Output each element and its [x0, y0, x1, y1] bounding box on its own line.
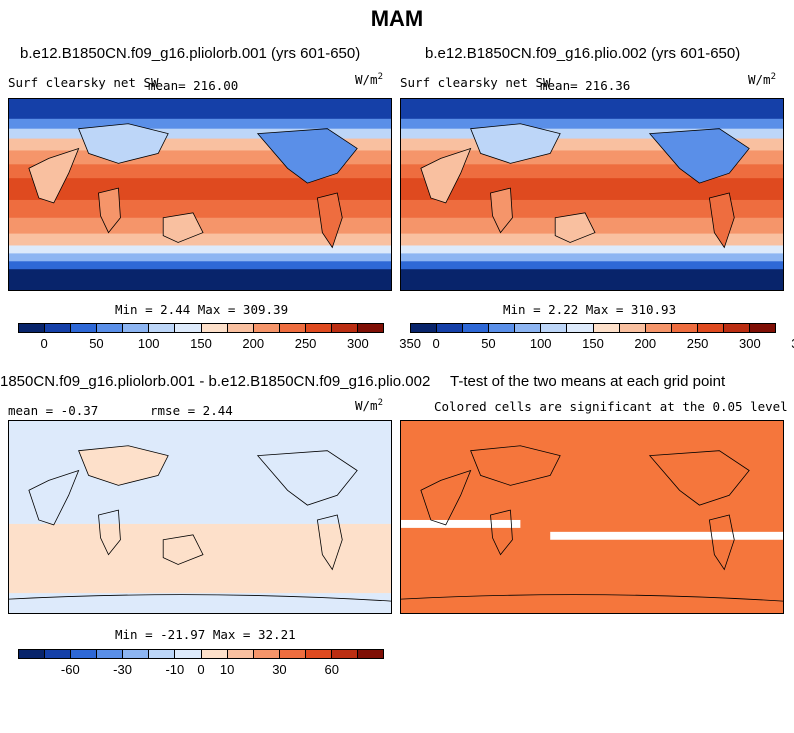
- panel2-colorbar-tick-label: 300: [738, 336, 761, 351]
- panel1-colorbar-swatch: [201, 324, 228, 332]
- panel1-units: W/m2: [355, 72, 383, 88]
- panel3-colorbar-swatch: [45, 650, 72, 658]
- panel1-colorbar-swatch: [175, 324, 202, 332]
- panel2-colorbar-swatch: [463, 324, 490, 332]
- panel1-colorbar-swatch: [97, 324, 124, 332]
- panel3-colorbar-tick-label: -10: [165, 662, 185, 677]
- panel1-colorbar-swatch: [279, 324, 306, 332]
- panel2-colorbar-swatch: [723, 324, 751, 332]
- panel3-colorbar-swatch: [279, 650, 306, 658]
- panel2-variable-label: Surf clearsky net SW: [400, 75, 551, 90]
- panel2-colorbar: [410, 323, 776, 333]
- panel3-colorbar-swatch: [201, 650, 228, 658]
- panel2-colorbar-swatch: [750, 324, 776, 332]
- panel3-colorbar-swatch: [253, 650, 280, 658]
- panel1-colorbar-tick-label: 300: [346, 336, 369, 351]
- panel2-colorbar-swatch: [593, 324, 620, 332]
- panel3-mean: mean = -0.37: [8, 403, 99, 418]
- panel2-colorbar-swatch: [619, 324, 646, 332]
- panel1-colorbar-swatch: [358, 324, 384, 332]
- panel1-colorbar-tick-label: 50: [89, 336, 104, 351]
- panel3-colorbar-tick-label: 60: [324, 662, 339, 677]
- panel2-colorbar-swatch: [437, 324, 464, 332]
- panel2-map-svg: [401, 99, 783, 290]
- panel3-colorbar-swatch: [149, 650, 176, 658]
- panel3-colorbar-swatch: [19, 650, 46, 658]
- panel3-colorbar-swatch: [331, 650, 359, 658]
- panel1-colorbar-swatch: [253, 324, 280, 332]
- panel4-subtitle: Colored cells are significant at the 0.0…: [434, 399, 788, 414]
- panel2-minmax: Min = 2.22 Max = 310.93: [503, 302, 677, 317]
- panel2-colorbar-tick-label: 150: [582, 336, 604, 351]
- panel3-map: [8, 420, 392, 614]
- panel2-colorbar-swatch: [515, 324, 542, 332]
- panel4-title: T-test of the two means at each grid poi…: [450, 373, 726, 390]
- panel1-colorbar-ticks: 0 50 100 150 200 250 300 350: [18, 334, 421, 352]
- panel2-colorbar-ticks: 0 50 100 150 200 250 300 350: [410, 334, 794, 352]
- panel2-colorbar-swatch: [411, 324, 438, 332]
- panel3-colorbar-tick-label: 0: [197, 662, 205, 677]
- panel2-colorbar-tick-label: 200: [634, 336, 657, 351]
- panel1-colorbar-tick-label: 250: [294, 336, 317, 351]
- panel2-units: W/m2: [748, 72, 776, 88]
- panel1-colorbar: [18, 323, 384, 333]
- panel1-map-svg: [9, 99, 391, 290]
- panel4-map-svg: [401, 421, 783, 613]
- panel1-colorbar-swatch: [149, 324, 176, 332]
- panel1-colorbar-tick-label: 350: [399, 336, 421, 351]
- panel2-colorbar-swatch: [645, 324, 672, 332]
- panel4-map: [400, 420, 784, 614]
- panel2-colorbar-swatch: [541, 324, 568, 332]
- panel2-colorbar-tick-label: 0: [432, 336, 440, 351]
- panel3-minmax: Min = -21.97 Max = 32.21: [115, 627, 296, 642]
- panel1-colorbar-swatch: [305, 324, 332, 332]
- panel3-units: W/m2: [355, 398, 383, 414]
- panel3-colorbar-swatch: [358, 650, 384, 658]
- panel1-title: b.e12.B1850CN.f09_g16.pliolorb.001 (yrs …: [20, 45, 361, 62]
- panel1-colorbar-tick-label: 150: [190, 336, 212, 351]
- panel2-map: [400, 98, 784, 291]
- panel1-colorbar-swatch: [71, 324, 98, 332]
- panel3-colorbar: [18, 649, 384, 659]
- panel3-title: 1850CN.f09_g16.pliolorb.001 - b.e12.B185…: [0, 373, 431, 390]
- panel3-colorbar-swatch: [71, 650, 98, 658]
- panel3-colorbar-swatch: [305, 650, 332, 658]
- panel1-mean: mean= 216.00: [148, 78, 239, 93]
- panel2-colorbar-swatch: [697, 324, 724, 332]
- panel3-colorbar-swatch: [123, 650, 150, 658]
- panel1-colorbar-swatch: [331, 324, 359, 332]
- panel3-colorbar-tick-label: 10: [219, 662, 235, 677]
- panel3-colorbar-tick-label: -60: [60, 662, 80, 677]
- panel2-colorbar-tick-label: 350: [791, 336, 794, 351]
- panel3-colorbar-swatch: [227, 650, 254, 658]
- panel1-colorbar-tick-label: 100: [137, 336, 160, 351]
- panel2-colorbar-swatch: [489, 324, 516, 332]
- panel1-variable-label: Surf clearsky net SW: [8, 75, 159, 90]
- panel1-minmax: Min = 2.44 Max = 309.39: [115, 302, 289, 317]
- panel1-colorbar-tick-label: 200: [242, 336, 265, 351]
- panel3-map-svg: [9, 421, 391, 613]
- panel3-colorbar-tick-label: -30: [113, 662, 132, 677]
- panel3-colorbar-ticks: -60 -30 -10 0 10 30 60: [18, 660, 384, 678]
- panel1-colorbar-swatch: [123, 324, 150, 332]
- panel3-rmse: rmse = 2.44: [150, 403, 233, 418]
- panel1-colorbar-tick-label: 0: [40, 336, 48, 351]
- panel1-colorbar-swatch: [227, 324, 254, 332]
- panel1-map: [8, 98, 392, 291]
- panel3-colorbar-tick-label: 30: [272, 662, 287, 677]
- panel2-colorbar-swatch: [671, 324, 698, 332]
- panel1-colorbar-swatch: [45, 324, 72, 332]
- panel2-mean: mean= 216.36: [540, 78, 631, 93]
- panel2-colorbar-tick-label: 100: [529, 336, 552, 351]
- panel2-colorbar-tick-label: 50: [481, 336, 496, 351]
- panel3-colorbar-swatch: [175, 650, 202, 658]
- figure-title: MAM: [370, 6, 424, 31]
- panel1-colorbar-swatch: [19, 324, 46, 332]
- panel2-colorbar-tick-label: 250: [686, 336, 709, 351]
- panel3-colorbar-swatch: [97, 650, 124, 658]
- panel2-title: b.e12.B1850CN.f09_g16.plio.002 (yrs 601-…: [425, 45, 741, 62]
- panel2-colorbar-swatch: [567, 324, 594, 332]
